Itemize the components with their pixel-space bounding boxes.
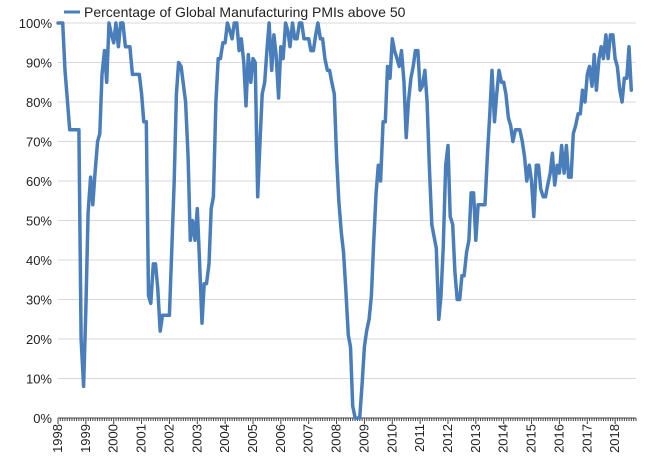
- x-tick-label: 2014: [496, 424, 511, 453]
- y-tick-label: 0%: [33, 411, 52, 426]
- y-tick-label: 10%: [26, 372, 52, 387]
- legend-label-series: Percentage of Global Manufacturing PMIs …: [84, 4, 406, 20]
- x-tick-label: 1999: [78, 424, 93, 453]
- series-line-0: [56, 21, 634, 420]
- x-tick-label: 2009: [356, 424, 371, 453]
- x-tick-label: 2007: [301, 424, 316, 453]
- x-tick-label: 1998: [50, 424, 65, 453]
- x-tick-label: 2012: [440, 424, 455, 453]
- x-tick-label: 2010: [384, 424, 399, 453]
- x-tick-label: 2000: [106, 424, 121, 453]
- legend: Percentage of Global Manufacturing PMIs …: [64, 4, 406, 20]
- x-tick-label: 2018: [607, 424, 622, 453]
- x-tick-label: 2008: [329, 424, 344, 453]
- x-tick-label: 2006: [273, 424, 288, 453]
- series: [56, 21, 634, 420]
- x-tick-label: 2016: [551, 424, 566, 453]
- x-tick-label: 2002: [161, 424, 176, 453]
- gridlines: [58, 22, 636, 379]
- x-tick-label: 2005: [245, 424, 260, 453]
- x-tick-label: 2011: [412, 424, 427, 452]
- x-tick-label: 2001: [134, 424, 149, 453]
- y-tick-label: 30%: [26, 293, 52, 308]
- x-tick-label: 2017: [579, 424, 594, 453]
- y-tick-label: 50%: [26, 214, 52, 229]
- x-tick-label: 2004: [217, 424, 232, 453]
- y-tick-label: 60%: [26, 174, 52, 189]
- y-tick-label: 100%: [19, 16, 53, 31]
- axes: 0% 10% 20% 30% 40% 50% 60% 70% 80% 90% 100% 1998 199…: [19, 16, 637, 453]
- x-tick-label: 2013: [468, 424, 483, 453]
- y-tick-label: 40%: [26, 253, 52, 268]
- y-tick-label: 20%: [26, 332, 52, 347]
- y-tick-label: 70%: [26, 135, 52, 150]
- y-tick-label: 80%: [26, 95, 52, 110]
- x-tick-label: 2015: [524, 424, 539, 453]
- y-tick-label: 90%: [26, 56, 52, 71]
- x-tick-label: 2003: [189, 424, 204, 453]
